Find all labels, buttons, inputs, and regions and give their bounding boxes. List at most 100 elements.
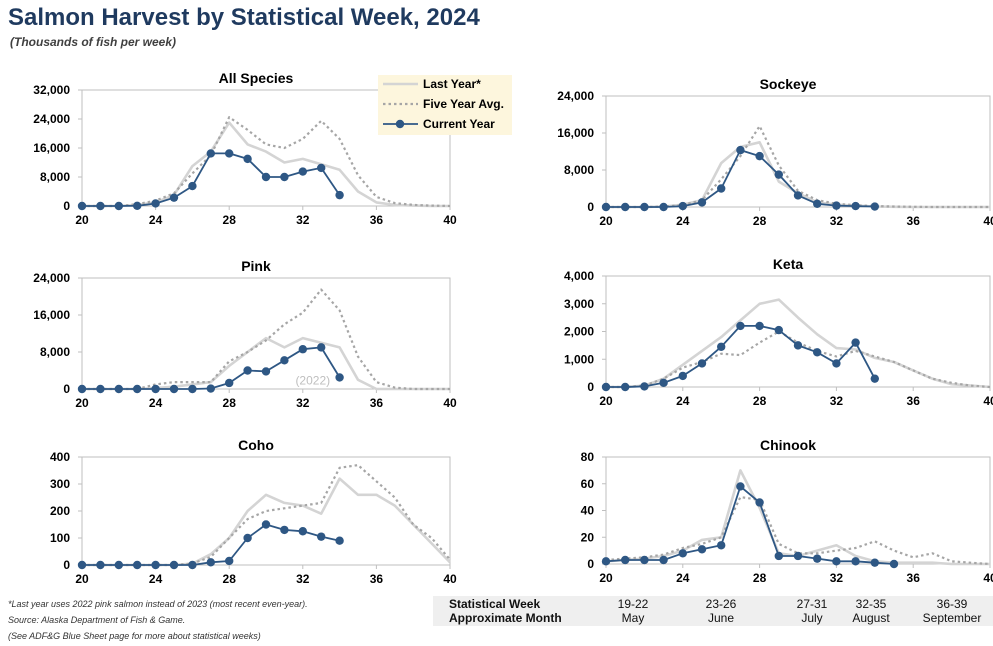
data-point [678,201,687,211]
footnote-last-year: *Last year uses 2022 pink salmon instead… [8,599,308,609]
y-tick-label: 1,000 [564,352,594,366]
y-tick-label: 16,000 [557,126,594,140]
x-tick-label: 32 [296,572,310,586]
x-tick-label: 20 [75,213,89,227]
y-tick-label: 3,000 [564,297,594,311]
data-point [793,341,803,350]
data-point [317,163,326,173]
month-cell: September [922,611,982,625]
data-point [832,201,841,210]
footnote-blue-sheet: (See ADF&G Blue Sheet page for more abou… [8,631,261,641]
data-point [261,172,271,182]
plot-frame [605,95,991,208]
x-tick-label: 28 [753,214,767,228]
stat-week-cell: 23-26 [705,597,737,611]
data-point [601,202,611,212]
y-tick-label: 200 [50,504,70,518]
x-tick-label: 40 [443,213,457,227]
data-point [188,181,197,191]
y-tick-label: 400 [50,450,70,464]
data-point [697,545,707,554]
x-tick-label: 24 [676,394,690,408]
y-tick-label: 100 [50,531,70,545]
legend-current-year-label: Current Year [423,117,495,131]
x-tick-label: 36 [907,214,921,228]
x-tick-label: 36 [370,572,384,586]
chart-title: Keta [773,256,804,272]
data-point [601,557,611,566]
series-line-last-year [82,121,450,208]
y-tick-label: 8,000 [40,345,70,359]
plot-frame [605,275,991,388]
data-point [870,558,879,567]
y-tick-label: 4,000 [564,269,594,283]
chart-all-species: All Species 0 8,000 16,000 24,000 32,000 20 24 2… [33,70,457,227]
data-point [851,201,860,211]
data-point [243,154,252,164]
x-tick-label: 28 [753,394,767,408]
data-point [96,384,105,394]
data-point [621,555,630,565]
chart-title: All Species [219,70,294,86]
x-tick-label: 20 [599,571,613,585]
data-point [851,338,860,347]
y-tick-label: 60 [581,477,595,491]
x-tick-label: 32 [830,394,844,408]
data-point [678,549,687,558]
data-point [151,384,160,394]
data-point [280,525,289,535]
series-line-current-year [606,149,875,208]
data-point [640,555,649,565]
data-point [188,560,197,570]
chart-coho: Coho 0 100 200 300 400 20 24 28 32 36 40 [50,437,457,586]
data-point [755,498,764,507]
month-cell: August [852,611,890,625]
data-point [280,172,289,182]
series-line-five-year-avg [82,116,451,208]
data-point [133,560,142,570]
data-point [151,199,160,208]
data-point [678,371,687,381]
month-cell: May [621,611,645,625]
data-point [755,151,764,161]
data-point [774,170,783,179]
data-point [243,366,252,375]
data-point [298,345,307,354]
x-tick-label: 32 [296,213,310,227]
y-tick-label: 32,000 [33,83,70,97]
y-tick-label: 0 [587,557,594,571]
data-point [889,559,899,569]
x-tick-label: 28 [753,571,767,585]
page-subtitle: (Thousands of fish per week) [10,35,177,49]
data-point [298,527,307,536]
data-point [717,541,726,550]
series-line-last-year [605,469,990,566]
data-point [133,384,142,394]
x-tick-label: 36 [907,571,921,585]
footnote-source: Source: Alaska Department of Fish & Game… [8,615,186,625]
data-point [243,533,252,543]
data-point [335,536,344,545]
x-tick-label: 24 [149,396,163,410]
x-tick-label: 24 [149,572,163,586]
x-tick-label: 28 [223,572,237,586]
chart-title: Pink [241,258,271,274]
data-point [736,321,745,331]
x-tick-label: 28 [223,396,237,410]
x-tick-label: 36 [370,213,384,227]
data-point [832,359,841,368]
data-point [793,191,803,200]
data-point [77,560,87,570]
x-tick-label: 40 [443,396,457,410]
stat-week-label: Statistical Week [449,597,541,611]
data-point [96,201,105,211]
month-cell: July [801,611,823,625]
stat-week-cell: 32-35 [855,597,887,611]
stat-week-cell: 27-31 [796,597,828,611]
data-point [206,558,215,567]
x-tick-label: 24 [676,571,690,585]
data-point [659,555,668,565]
data-point [298,167,307,176]
series-line-five-year-avg [606,330,991,389]
y-tick-label: 24,000 [557,89,594,103]
